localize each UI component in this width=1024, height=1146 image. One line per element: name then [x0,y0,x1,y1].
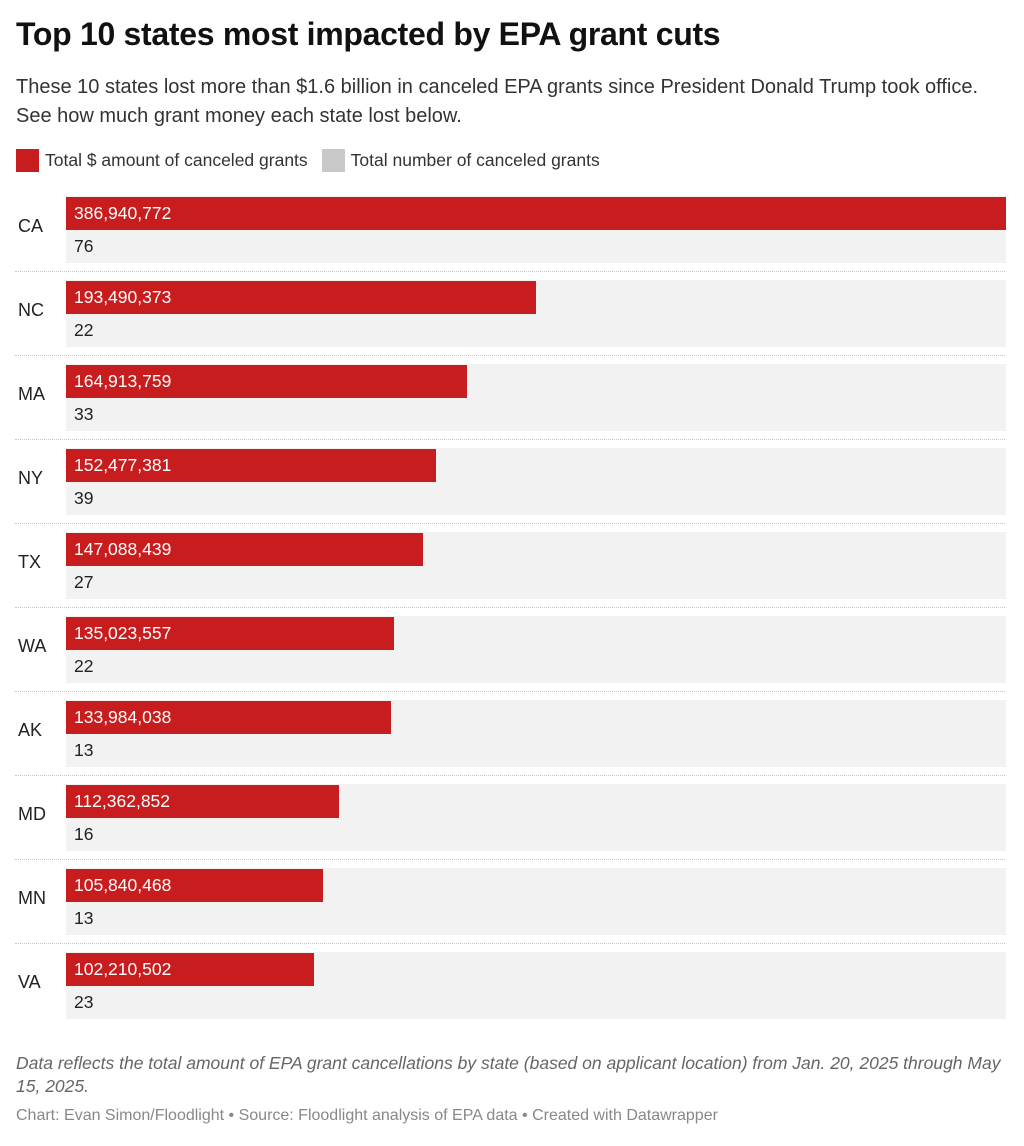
count-value-label: 16 [74,824,94,844]
row-divider [15,271,1005,272]
amount-value-label: 112,362,852 [74,791,171,811]
amount-bar [66,869,323,902]
chart-row: CA 386,940,772 76 [0,196,1024,263]
amount-value-label: 147,088,439 [74,539,172,559]
amount-value-label: 164,913,759 [74,371,172,391]
row-divider [15,607,1005,608]
chart-row: NY 152,477,381 39 [0,448,1024,515]
row-divider [15,355,1005,356]
row-divider [15,859,1005,860]
state-label: VA [18,972,41,992]
amount-value-label: 386,940,772 [74,203,172,223]
state-label: NY [18,468,44,488]
count-value-label: 33 [74,404,94,424]
count-value-label: 13 [74,740,94,760]
state-label: MD [18,804,46,824]
chart-row: NC 193,490,373 22 [0,280,1024,347]
chart-row: WA 135,023,557 22 [0,616,1024,683]
chart-notes: Data reflects the total amount of EPA gr… [16,1053,1001,1096]
chart-row: AK 133,984,038 13 [0,700,1024,767]
chart-row: MN 105,840,468 13 [0,868,1024,935]
amount-bar [66,701,391,734]
count-value-label: 22 [74,656,94,676]
amount-value-label: 102,210,502 [74,959,172,979]
state-label: AK [18,720,43,740]
amount-bar [66,785,339,818]
row-divider [15,439,1005,440]
row-divider [15,691,1005,692]
state-label: WA [18,636,47,656]
count-value-label: 22 [74,320,94,340]
legend-swatch-amount [16,149,39,172]
amount-value-label: 105,840,468 [74,875,172,895]
count-value-label: 39 [74,488,94,508]
row-divider [15,523,1005,524]
amount-bar [66,449,436,482]
legend: Total $ amount of canceled grants Total … [16,149,614,172]
amount-bar [66,365,467,398]
count-value-label: 23 [74,992,94,1012]
chart-row: VA 102,210,502 23 [0,952,1024,1019]
chart-row: MD 112,362,852 16 [0,784,1024,851]
row-divider [15,775,1005,776]
state-label: MN [18,888,46,908]
legend-item-amount: Total $ amount of canceled grants [16,149,308,172]
legend-label-amount: Total $ amount of canceled grants [45,150,308,170]
count-value-label: 76 [74,236,94,256]
count-value-label: 13 [74,908,94,928]
state-label: MA [18,384,45,404]
chart-byline: Chart: Evan Simon/Floodlight • Source: F… [16,1107,718,1124]
amount-value-label: 152,477,381 [74,455,172,475]
amount-bar [66,953,314,986]
amount-value-label: 193,490,373 [74,287,172,307]
state-label: NC [18,300,44,320]
chart-title: Top 10 states most impacted by EPA grant… [16,16,721,52]
chart-row: MA 164,913,759 33 [0,364,1024,431]
bar-chart: CA 386,940,772 76 NC 193,490,373 22 MA 164,913,… [0,196,1024,1026]
state-label: CA [18,216,44,236]
legend-swatch-count [321,149,345,172]
amount-bar [66,281,536,314]
amount-value-label: 135,023,557 [74,623,172,643]
count-value-label: 27 [74,572,94,592]
legend-item-count: Total number of canceled grants [321,149,600,172]
legend-label-count: Total number of canceled grants [350,150,600,170]
state-label: TX [18,552,42,572]
amount-bar [66,617,394,650]
chart-row: TX 147,088,439 27 [0,532,1024,599]
row-divider [15,943,1005,944]
chart-description: These 10 states lost more than $1.6 bill… [16,76,979,127]
amount-bar [66,533,423,566]
amount-bar [66,197,1006,230]
amount-value-label: 133,984,038 [74,707,172,727]
